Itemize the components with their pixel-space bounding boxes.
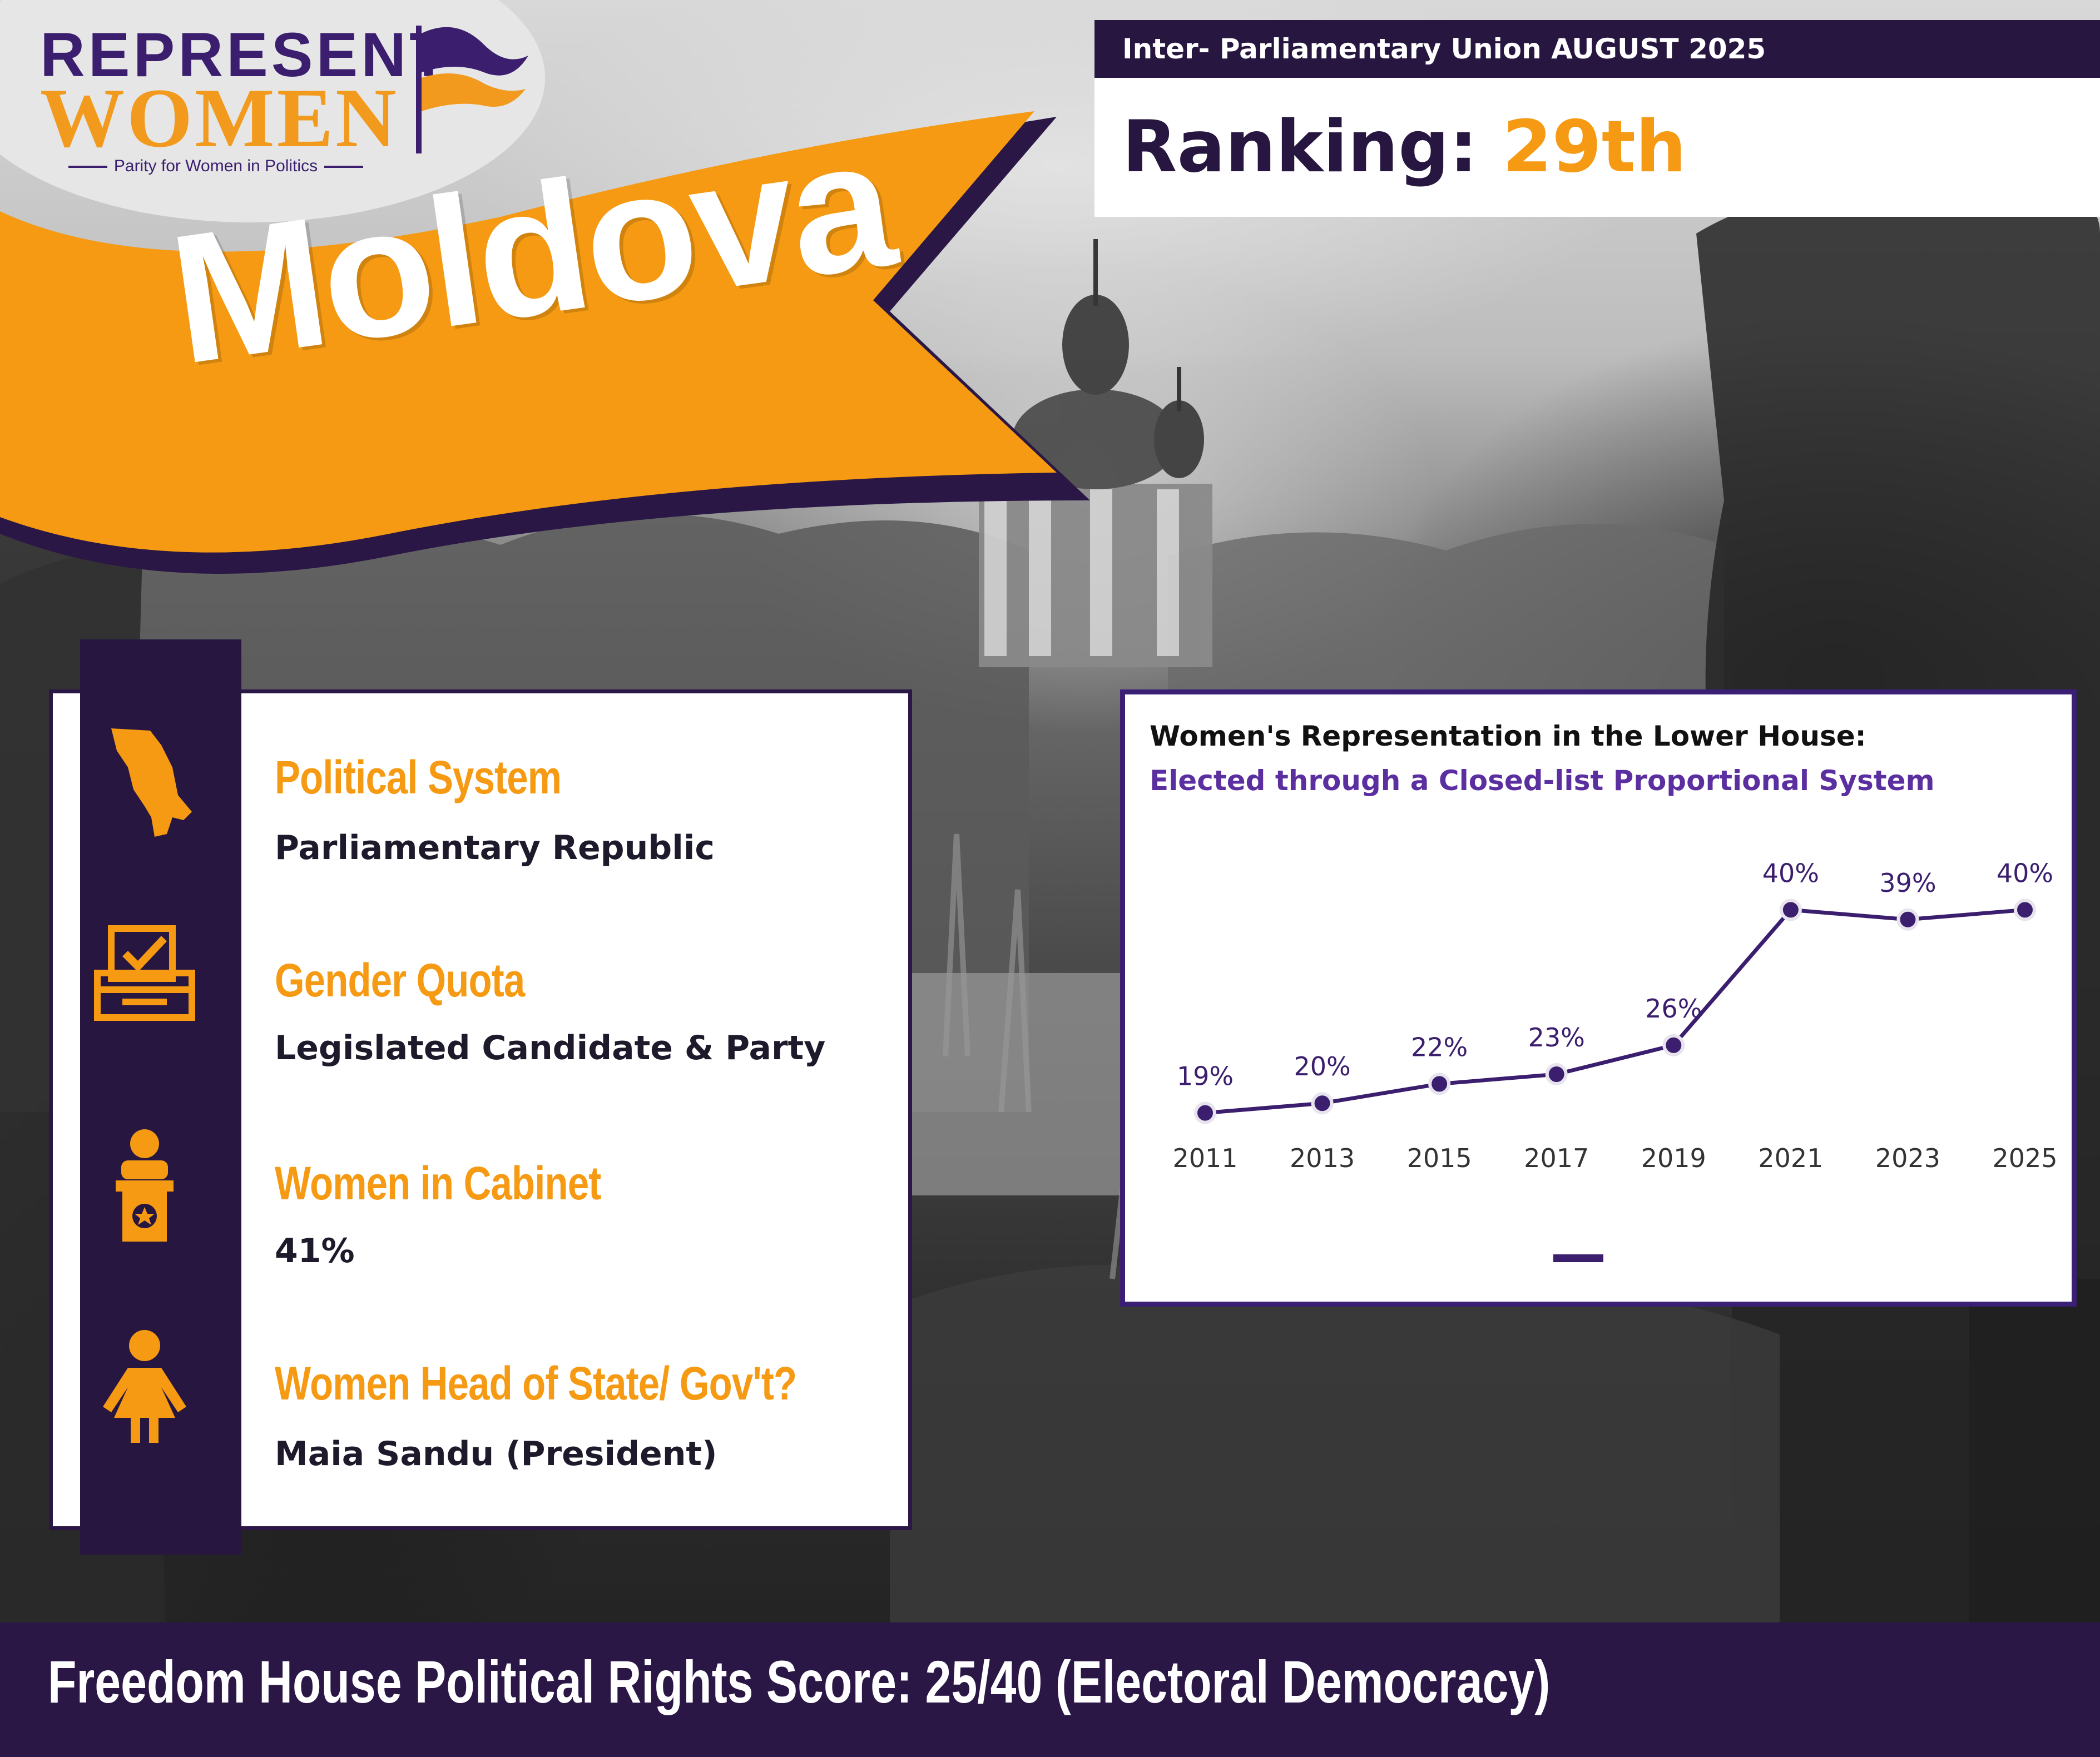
moldova-map-icon: [111, 728, 192, 837]
ballot-box-icon: [94, 925, 195, 1021]
gender-quota-value: Legislated Candidate & Party: [275, 1029, 826, 1068]
podium-icon: [116, 1129, 174, 1242]
country-banner: [0, 111, 1090, 574]
x-tick-2013: 2013: [1290, 1143, 1355, 1173]
x-tick-2023: 2023: [1875, 1143, 1940, 1173]
church-illustration: [979, 239, 1212, 667]
data-label-2017: 23%: [1528, 1023, 1585, 1053]
legend-swatch: [1553, 1254, 1603, 1262]
data-label-2011: 19%: [1177, 1061, 1234, 1091]
data-label-2023: 39%: [1879, 868, 1936, 898]
chart-card: Women's Representation in the Lower Hous…: [1120, 689, 2077, 1307]
data-label-2025: 40%: [1997, 858, 2053, 888]
head-of-state-title: Women Head of State/ Gov't?: [275, 1357, 797, 1409]
data-point-2015: [1428, 1073, 1451, 1095]
x-tick-2019: 2019: [1641, 1143, 1706, 1173]
x-tick-2017: 2017: [1524, 1143, 1589, 1173]
ranking-source: Inter- Parliamentary Union AUGUST 2025: [1094, 20, 2100, 78]
x-tick-2025: 2025: [1992, 1143, 2057, 1173]
data-point-2011: [1194, 1101, 1216, 1124]
chart-title: Women's Representation in the Lower Hous…: [1150, 720, 1866, 752]
x-tick-2015: 2015: [1407, 1143, 1472, 1173]
data-label-2013: 20%: [1294, 1051, 1350, 1081]
data-point-2025: [2014, 899, 2036, 921]
woman-icon: [103, 1330, 186, 1443]
data-point-2021: [1779, 899, 1802, 921]
x-tick-2011: 2011: [1172, 1143, 1237, 1173]
data-point-2019: [1662, 1034, 1685, 1056]
logo-tagline: Parity for Women in Politics: [38, 157, 394, 176]
data-label-2019: 26%: [1645, 994, 1702, 1024]
women-cabinet-title: Women in Cabinet: [275, 1157, 601, 1209]
logo-women-text: WOMEN: [40, 71, 399, 165]
political-system-title: Political System: [275, 751, 562, 803]
line-chart: 19% 2011 20% 2013 22% 2015 23% 2017 26% 2019 40% 20…: [1172, 858, 2057, 1173]
data-point-2017: [1545, 1063, 1568, 1086]
flag-icon: [416, 26, 528, 153]
gender-quota-title: Gender Quota: [275, 954, 525, 1006]
data-label-2015: 22%: [1411, 1032, 1468, 1062]
ranking-box: Ranking: 29th: [1094, 78, 2100, 217]
political-system-value: Parliamentary Republic: [275, 828, 715, 867]
data-point-2013: [1311, 1092, 1334, 1115]
ranking-label: Ranking:: [1122, 106, 1478, 188]
footer-text: Freedom House Political Rights Score: 25…: [48, 1648, 1551, 1715]
data-point-2023: [1896, 908, 1919, 931]
chart-subtitle: Elected through a Closed-list Proportion…: [1150, 765, 1935, 797]
head-of-state-value: Maia Sandu (President): [275, 1435, 717, 1473]
x-tick-2021: 2021: [1758, 1143, 1823, 1173]
logo-represent-text: REPRESENT: [40, 20, 451, 90]
footer-bar: [0, 1622, 2100, 1757]
series-line: [1205, 907, 2025, 1115]
data-label-2021: 40%: [1762, 858, 1819, 888]
ranking-value: 29th: [1502, 106, 1686, 188]
women-cabinet-value: 41%: [275, 1232, 355, 1270]
